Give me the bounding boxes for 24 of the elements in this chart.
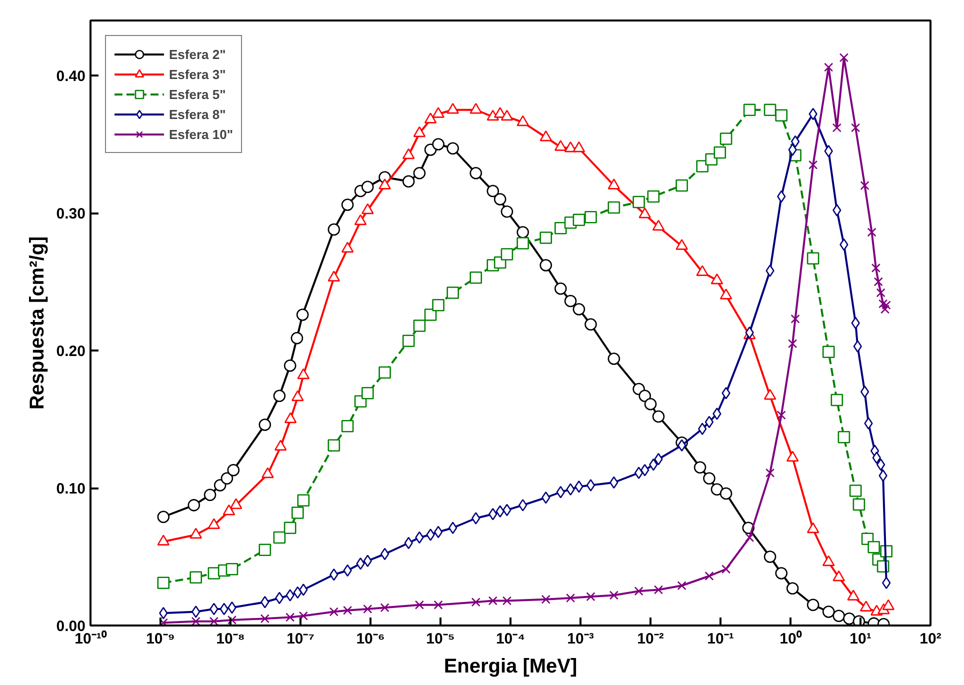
x-tick-label: 10⁻⁸ — [216, 630, 245, 648]
y-axis-title: Respuesta [cm²/g] — [26, 236, 48, 410]
x-tick-label: 10⁻⁷ — [286, 630, 314, 648]
legend-label: Esfera 10" — [169, 126, 233, 142]
x-tick-label: 10⁻² — [637, 630, 664, 648]
x-tick-label: 10⁻¹ — [707, 630, 734, 648]
x-tick-label: 10⁰ — [780, 630, 802, 648]
x-tick-label: 10⁻¹⁰ — [74, 630, 108, 648]
y-tick-label: 0.20 — [56, 343, 86, 360]
y-tick-label: 0.30 — [56, 206, 86, 222]
x-tick-label: 10¹ — [850, 630, 872, 648]
x-tick-label: 10⁻⁴ — [496, 630, 526, 648]
x-tick-label: 10⁻⁵ — [426, 630, 455, 648]
legend-label: Esfera 3" — [169, 66, 226, 82]
x-axis-title: Energia [MeV] — [444, 656, 578, 678]
x-tick-label: 10⁻⁶ — [356, 630, 385, 648]
legend-label: Esfera 2" — [169, 46, 226, 62]
y-tick-label: 0.40 — [56, 68, 86, 85]
x-tick-label: 10⁻⁹ — [146, 630, 175, 648]
x-tick-label: 10⁻³ — [567, 630, 594, 648]
x-tick-label: 10² — [920, 630, 942, 648]
legend-label: Esfera 5" — [169, 86, 226, 102]
legend-label: Esfera 8" — [169, 106, 226, 122]
y-tick-label: 0.10 — [56, 480, 86, 498]
